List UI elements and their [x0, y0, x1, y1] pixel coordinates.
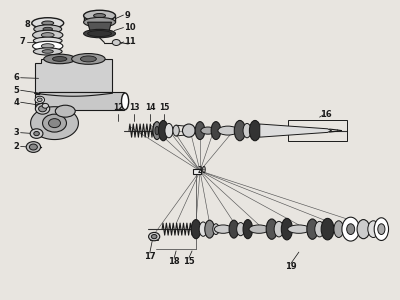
Text: 17: 17 — [144, 251, 156, 260]
Polygon shape — [260, 124, 332, 137]
Text: 19: 19 — [285, 262, 297, 271]
Ellipse shape — [195, 122, 205, 140]
Circle shape — [26, 142, 40, 152]
Text: 18: 18 — [168, 256, 180, 266]
Ellipse shape — [158, 120, 168, 141]
Ellipse shape — [342, 217, 360, 241]
Text: 15: 15 — [159, 103, 169, 112]
Ellipse shape — [205, 220, 214, 238]
Ellipse shape — [368, 221, 379, 238]
Ellipse shape — [33, 37, 62, 44]
Polygon shape — [34, 59, 112, 93]
Circle shape — [151, 235, 157, 239]
Text: 7: 7 — [20, 38, 26, 46]
Ellipse shape — [165, 123, 173, 138]
Ellipse shape — [48, 118, 60, 127]
Ellipse shape — [347, 224, 355, 235]
Ellipse shape — [43, 27, 52, 31]
Ellipse shape — [41, 33, 54, 38]
Ellipse shape — [52, 56, 67, 61]
Ellipse shape — [334, 221, 344, 238]
Ellipse shape — [214, 225, 232, 233]
Ellipse shape — [199, 222, 207, 236]
Circle shape — [35, 103, 50, 114]
Ellipse shape — [307, 219, 318, 239]
Ellipse shape — [288, 225, 310, 233]
Text: 12: 12 — [113, 103, 124, 112]
Ellipse shape — [72, 53, 105, 64]
Text: 20: 20 — [198, 167, 207, 176]
Ellipse shape — [55, 105, 75, 117]
Polygon shape — [34, 92, 124, 110]
Text: 2: 2 — [14, 142, 20, 151]
Ellipse shape — [34, 25, 62, 33]
Circle shape — [42, 103, 48, 108]
Polygon shape — [31, 107, 78, 140]
Ellipse shape — [44, 54, 76, 64]
Ellipse shape — [201, 127, 215, 134]
Ellipse shape — [281, 218, 292, 240]
Text: 4: 4 — [14, 98, 20, 107]
Ellipse shape — [80, 56, 96, 62]
Ellipse shape — [218, 126, 238, 135]
Ellipse shape — [84, 17, 116, 27]
Circle shape — [37, 98, 42, 102]
Ellipse shape — [250, 120, 260, 141]
Circle shape — [29, 144, 37, 150]
Text: 13: 13 — [129, 103, 140, 112]
FancyBboxPatch shape — [193, 169, 201, 174]
Ellipse shape — [42, 50, 53, 53]
Ellipse shape — [211, 122, 221, 140]
Text: 5: 5 — [14, 86, 20, 95]
Ellipse shape — [229, 220, 239, 238]
Ellipse shape — [237, 223, 245, 236]
Ellipse shape — [32, 41, 63, 51]
Ellipse shape — [173, 125, 179, 136]
Ellipse shape — [32, 30, 63, 40]
Ellipse shape — [243, 123, 251, 138]
Ellipse shape — [42, 114, 66, 132]
Ellipse shape — [122, 93, 129, 110]
Ellipse shape — [155, 126, 159, 135]
Text: 3: 3 — [14, 128, 20, 137]
Ellipse shape — [30, 129, 43, 138]
Ellipse shape — [84, 10, 116, 21]
Circle shape — [35, 96, 44, 103]
Ellipse shape — [266, 219, 277, 239]
Ellipse shape — [315, 221, 324, 237]
Text: 8: 8 — [25, 20, 31, 29]
Ellipse shape — [94, 14, 106, 18]
Ellipse shape — [42, 21, 54, 25]
Circle shape — [148, 232, 160, 241]
Text: 14: 14 — [145, 103, 156, 112]
Ellipse shape — [357, 220, 370, 239]
Ellipse shape — [378, 224, 385, 235]
Ellipse shape — [191, 220, 201, 239]
Ellipse shape — [112, 40, 120, 46]
Ellipse shape — [84, 29, 116, 38]
Text: 6: 6 — [14, 73, 20, 82]
Text: 15: 15 — [183, 256, 195, 266]
Ellipse shape — [274, 221, 284, 237]
Ellipse shape — [32, 18, 64, 28]
Ellipse shape — [243, 220, 253, 239]
Ellipse shape — [321, 218, 334, 240]
Text: 9: 9 — [124, 11, 130, 20]
Ellipse shape — [213, 224, 219, 235]
Ellipse shape — [88, 31, 112, 37]
Ellipse shape — [234, 120, 246, 141]
Ellipse shape — [41, 44, 54, 49]
Ellipse shape — [34, 131, 39, 136]
Text: 11: 11 — [124, 38, 136, 46]
Ellipse shape — [374, 218, 388, 241]
Text: 10: 10 — [124, 23, 136, 32]
Polygon shape — [88, 22, 112, 34]
Ellipse shape — [153, 122, 161, 140]
Ellipse shape — [249, 225, 269, 233]
Text: 16: 16 — [320, 110, 331, 119]
Ellipse shape — [182, 124, 195, 137]
Circle shape — [38, 106, 46, 112]
Ellipse shape — [33, 48, 62, 55]
